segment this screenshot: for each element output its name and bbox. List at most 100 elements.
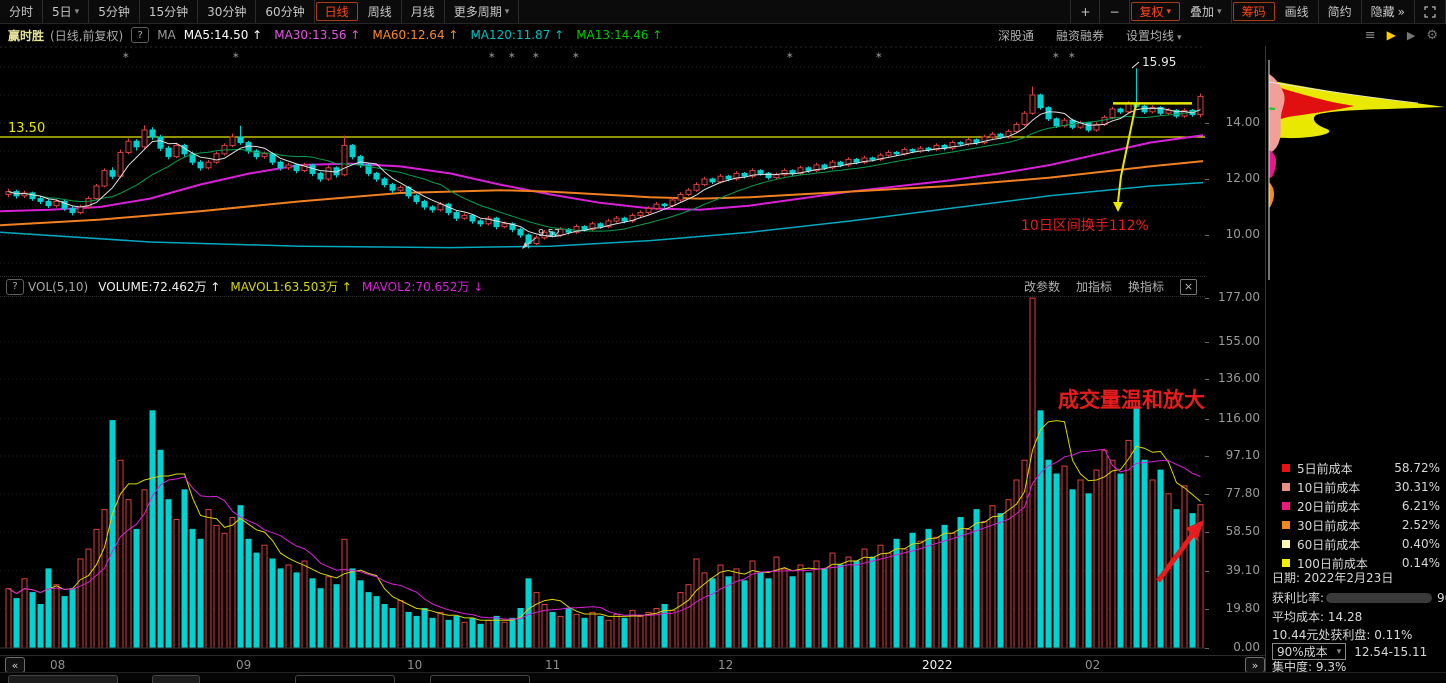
volume-axis-label: 39.10 — [1225, 562, 1260, 577]
chip-legend-item: 30日前成本 2.52% — [1282, 517, 1440, 533]
chevron-down-icon: ▾ — [1217, 6, 1222, 17]
toolbar-button-draw-line[interactable]: 画线 — [1276, 0, 1319, 23]
toolbar-button-zoom-out[interactable]: − — [1100, 0, 1130, 23]
chip-legend-item: 5日前成本 58.72% — [1282, 460, 1440, 476]
chevron-down-icon: ▾ — [74, 6, 80, 17]
legend-color-swatch — [1282, 540, 1290, 548]
event-marker-icon: ∗ — [508, 51, 516, 61]
x-axis-label: 10 — [407, 658, 423, 672]
ma-prefix-label: MA — [157, 28, 176, 42]
volume-chart[interactable]: 成交量温和放大 — [0, 297, 1205, 655]
price-profit-row: 10.44元处获利盘: 0.11% — [1272, 628, 1413, 642]
chevron-down-icon: ▾ — [1336, 646, 1342, 657]
chevron-down-icon: ▾ — [1166, 6, 1172, 17]
toolbar-button-fullscreen[interactable] — [1415, 0, 1446, 23]
ma-readout: MA13:14.46 ↑ — [576, 28, 663, 42]
period-tab-5day[interactable]: 5日 ▾ — [43, 0, 90, 23]
chip-layer-yellow-band — [1269, 80, 1445, 139]
chip-layer-orange-band — [1269, 182, 1274, 208]
svg-text:15.95: 15.95 — [1142, 55, 1176, 69]
chip-layer-magenta-band — [1269, 150, 1276, 178]
help-icon[interactable]: ? — [6, 278, 24, 295]
ma-readout: MA60:12.64 ↑ — [372, 28, 459, 42]
ma-readout: MA30:13.56 ↑ — [274, 28, 361, 42]
panel-divider — [1265, 46, 1266, 672]
link-switch-indicator[interactable]: 换指标 — [1127, 280, 1164, 294]
period-tab-daily[interactable]: 日线 — [315, 2, 358, 21]
link-shenzhen-connect[interactable]: 深股通 — [998, 28, 1035, 43]
period-tab-30min[interactable]: 30分钟 — [198, 0, 257, 23]
bottom-tab[interactable] — [295, 675, 395, 683]
x-axis-label: 2022 — [922, 658, 953, 672]
volume-axis-label: 97.10 — [1225, 448, 1260, 463]
chip-legend-item: 100日前成本 0.14% — [1282, 555, 1440, 571]
period-tab-weekly[interactable]: 周线 — [359, 0, 402, 23]
toolbar-button-overlay[interactable]: 叠加 ▾ — [1181, 0, 1232, 23]
x-axis-bar: « 08 09 10 11 12 2022 02 » — [0, 655, 1265, 673]
profit-ratio-row: 获利比率:96.24% — [1272, 591, 1446, 605]
chip-legend-item: 10日前成本 30.31% — [1282, 479, 1440, 495]
close-icon[interactable]: × — [1180, 278, 1197, 295]
chip-legend-item: 20日前成本 6.21% — [1282, 498, 1440, 514]
event-marker-icon: ∗ — [488, 51, 496, 61]
flag-play-icon[interactable]: ▶ — [1386, 28, 1396, 42]
candlestick-chart[interactable]: 13.50 15.95 9.52 10日区间换手112% ∗ ∗ ∗ ∗ ∗ ∗ ∗ ∗ ∗ ∗ — [0, 46, 1205, 275]
link-ma-settings[interactable]: 设置均线 ▾ — [1126, 28, 1182, 43]
link-edit-params[interactable]: 改参数 — [1023, 280, 1060, 294]
period-tab-time-sharing[interactable]: 分时 — [0, 0, 44, 23]
info-bar-icons: ≡ ▶ ▶ ⚙ — [1365, 24, 1438, 46]
cost-range-row: 90%成本 ▾ 12.54-15.11 — [1272, 643, 1444, 660]
bottom-tab[interactable] — [8, 675, 118, 683]
svg-text:9.52: 9.52 — [538, 228, 560, 239]
period-tab-5min[interactable]: 5分钟 — [89, 0, 140, 23]
cost-range-select[interactable]: 90%成本 ▾ — [1272, 643, 1347, 660]
volume-readout: VOLUME:72.462万 ↑ — [98, 280, 221, 294]
legend-color-swatch — [1282, 502, 1290, 510]
legend-color-swatch — [1282, 521, 1290, 529]
help-icon[interactable]: ? — [131, 27, 150, 43]
chart-mode-label: (日线,前复权) — [50, 28, 124, 43]
chip-layer-green-tick — [1269, 107, 1275, 110]
period-tabs: 分时 5日 ▾ 5分钟 15分钟 30分钟 60分钟 日线 周线 月线 更多周期 ▾ — [0, 0, 520, 23]
event-marker-icon: ∗ — [875, 51, 883, 61]
link-add-indicator[interactable]: 加指标 — [1075, 280, 1112, 294]
price-axis-label: 12.00 — [1225, 171, 1260, 185]
period-tab-15min[interactable]: 15分钟 — [140, 0, 199, 23]
toolbar-button-zoom-in[interactable]: + — [1070, 0, 1101, 23]
period-tab-60min[interactable]: 60分钟 — [256, 0, 315, 23]
price-axis-label: 14.00 — [1225, 115, 1260, 129]
svg-text:13.50: 13.50 — [8, 121, 45, 136]
link-margin-trading[interactable]: 融资融券 — [1056, 28, 1105, 43]
scroll-right-button[interactable]: » — [1245, 657, 1265, 673]
chevron-down-icon: ▾ — [504, 6, 510, 17]
volume-axis-label: 177.00 — [1218, 290, 1260, 305]
fullscreen-icon — [1424, 5, 1436, 18]
play-icon[interactable]: ▶ — [1406, 28, 1416, 42]
toolbar-button-adjust[interactable]: 复权 ▾ — [1130, 2, 1181, 21]
legend-color-swatch — [1282, 559, 1290, 567]
volume-readout: MAVOL1:63.503万 ↑ — [230, 280, 352, 294]
chip-distribution-panel: 5日前成本 58.72% 10日前成本 30.31% 20日前成本 6.21% 30日前成本… — [1268, 46, 1446, 674]
event-marker-icon: ∗ — [232, 51, 240, 61]
event-marker-icon: ∗ — [122, 51, 130, 61]
toolbar-button-hide[interactable]: 隐藏» — [1362, 0, 1415, 23]
legend-color-swatch — [1282, 483, 1290, 491]
bottom-tab[interactable] — [152, 675, 200, 683]
menu-icon[interactable]: ≡ — [1364, 27, 1376, 43]
x-axis-label: 11 — [545, 658, 561, 672]
volume-value-readouts: VOLUME:72.462万 ↑ MAVOL1:63.503万 ↑ MAVOL2:7… — [98, 278, 493, 295]
svg-text:10日区间换手112%: 10日区间换手112% — [1021, 217, 1149, 234]
gear-icon[interactable]: ⚙ — [1426, 27, 1438, 43]
toolbar-button-simple[interactable]: 简约 — [1319, 0, 1362, 23]
volume-axis-label: 155.00 — [1218, 333, 1260, 348]
event-marker-icon: ∗ — [786, 51, 794, 61]
period-tab-monthly[interactable]: 月线 — [402, 0, 445, 23]
period-tab-more-periods[interactable]: 更多周期 ▾ — [445, 0, 520, 23]
scroll-left-button[interactable]: « — [5, 657, 25, 673]
ma-value-readouts: MA5:14.50 ↑ MA30:13.56 ↑ MA60:12.64 ↑ MA120… — [184, 28, 675, 42]
legend-color-swatch — [1282, 464, 1290, 472]
bottom-tab[interactable] — [430, 675, 530, 683]
volume-axis-label: 77.80 — [1225, 486, 1260, 501]
toolbar-button-chips[interactable]: 筹码 — [1232, 2, 1275, 21]
